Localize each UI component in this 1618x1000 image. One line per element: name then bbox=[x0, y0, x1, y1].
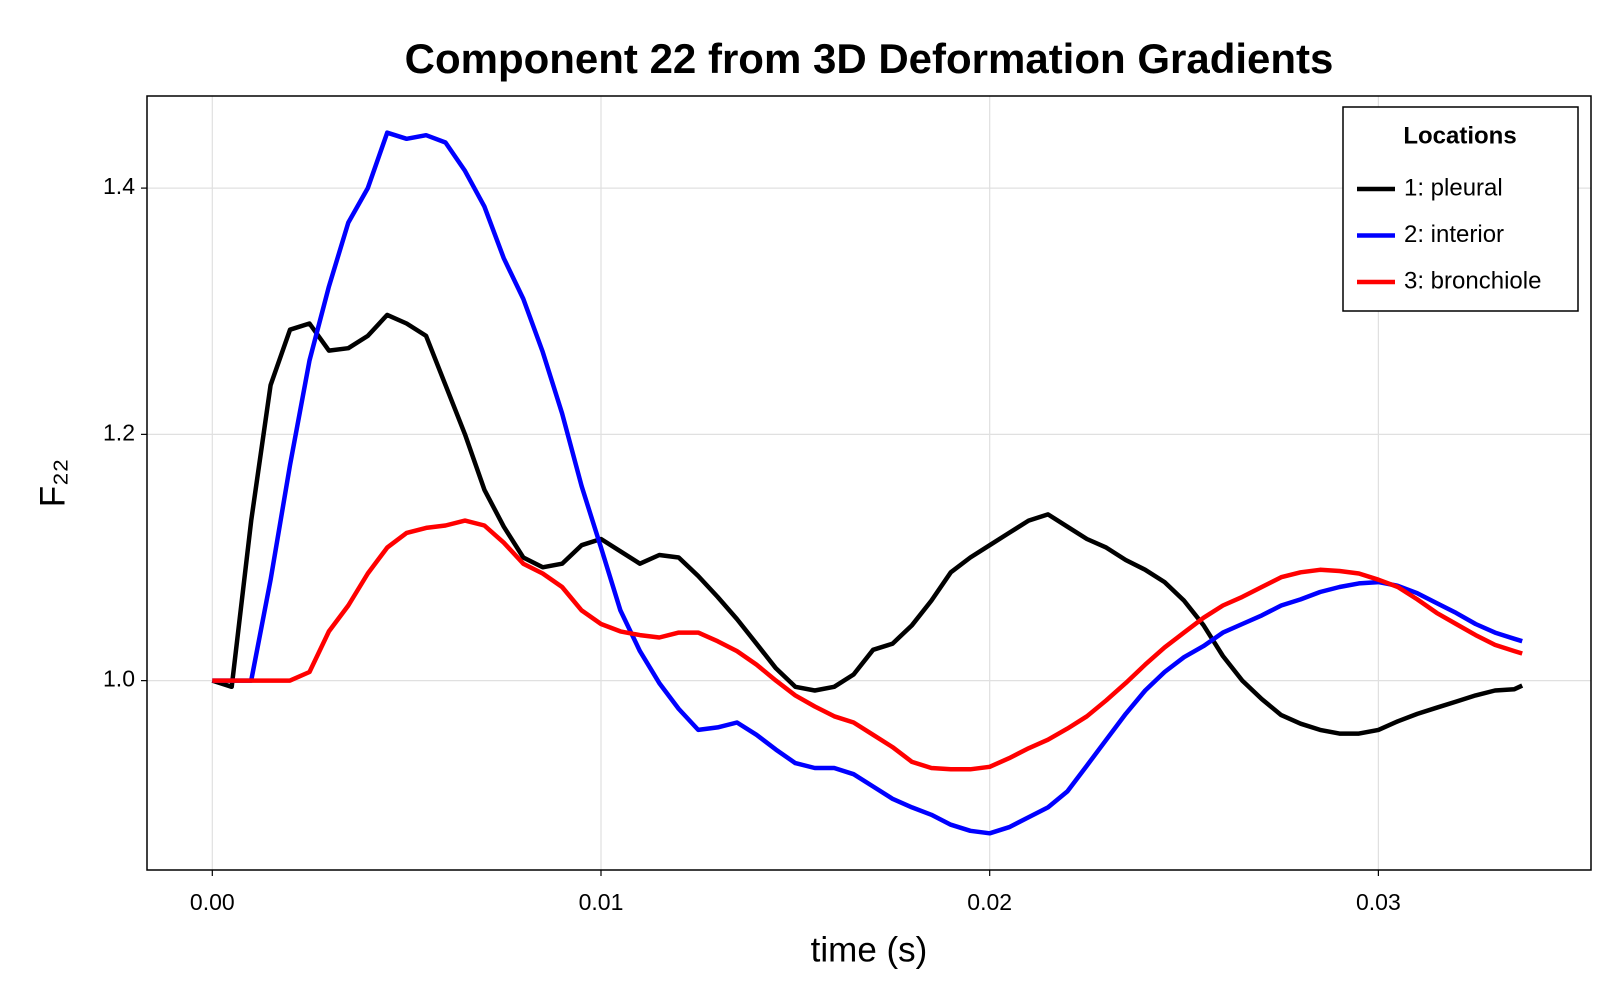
legend-title: Locations bbox=[1403, 122, 1516, 149]
legend-label: 2: interior bbox=[1404, 221, 1504, 248]
legend-box bbox=[1342, 106, 1579, 312]
x-tick-label: 0.01 bbox=[579, 889, 624, 915]
y-tick-label: 1.4 bbox=[103, 173, 135, 199]
line-series bbox=[212, 130, 1523, 836]
line-series bbox=[211, 312, 1524, 736]
x-tick-label: 0.00 bbox=[190, 889, 235, 915]
x-axis-label: time (s) bbox=[811, 930, 928, 969]
x-tick-label: 0.03 bbox=[1356, 889, 1401, 915]
y-axis-label: F₂₂ bbox=[33, 459, 72, 508]
plot-frame bbox=[146, 95, 1592, 871]
chart-title: Component 22 from 3D Deformation Gradien… bbox=[405, 35, 1334, 82]
x-tick-label: 0.02 bbox=[967, 889, 1012, 915]
legend-label: 3: bronchiole bbox=[1404, 267, 1541, 294]
y-tick-label: 1.0 bbox=[103, 666, 135, 692]
legend-label: 1: pleural bbox=[1404, 174, 1503, 201]
line-series bbox=[212, 518, 1523, 772]
y-tick-label: 1.2 bbox=[103, 419, 135, 445]
